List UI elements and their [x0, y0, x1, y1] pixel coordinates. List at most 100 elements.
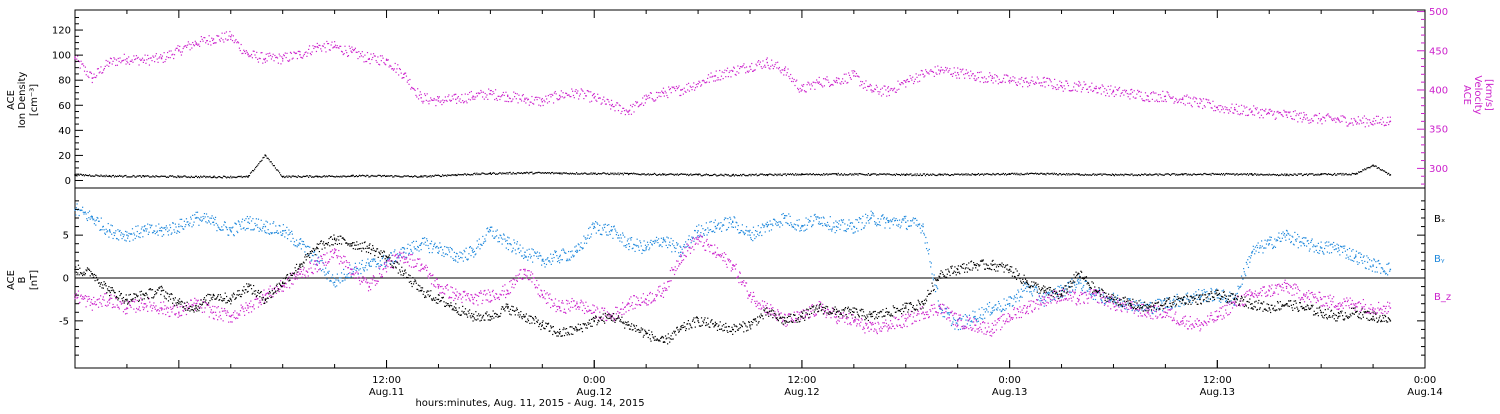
density-series-point [675, 174, 676, 175]
velocity-series-point [481, 92, 482, 93]
by-series-point [1284, 233, 1285, 234]
density-series-point [538, 172, 539, 173]
velocity-series-point [910, 78, 911, 79]
density-series-point [1018, 173, 1019, 174]
density-series-point [1070, 174, 1071, 175]
by-series-point [832, 228, 833, 229]
density-series-point [1132, 174, 1133, 175]
velocity-series-point [1336, 119, 1337, 120]
by-series-point [1060, 297, 1061, 298]
velocity-series-point [212, 40, 213, 41]
velocity-series-point [525, 102, 526, 103]
density-series-point [1315, 174, 1316, 175]
density-series-point [313, 177, 314, 178]
by-series-point [639, 250, 640, 251]
by-series-point [1334, 245, 1335, 246]
velocity-series-point [920, 74, 921, 75]
density-series-point [256, 166, 257, 167]
density-series-point [553, 173, 554, 174]
density-series-point [1090, 174, 1091, 175]
by-series-point [302, 244, 303, 245]
velocity-series-point [1299, 113, 1300, 114]
by-series-point [622, 232, 623, 233]
by-series-point [434, 243, 435, 244]
by-series-point [123, 236, 124, 237]
by-series-point [605, 232, 606, 233]
density-series-point [622, 173, 623, 174]
density-series-point [647, 174, 648, 175]
velocity-series-point [1297, 121, 1298, 122]
density-series-point [654, 173, 655, 174]
velocity-series-point [892, 90, 893, 91]
velocity-series-point [493, 93, 494, 94]
density-series-point [309, 175, 310, 176]
density-series-point [85, 174, 86, 175]
density-series-point [1114, 175, 1115, 176]
velocity-series-point [1200, 99, 1201, 100]
velocity-series-point [87, 76, 88, 77]
velocity-series-point [1090, 89, 1091, 90]
velocity-series-point [1238, 106, 1239, 107]
velocity-series-point [1169, 96, 1170, 97]
velocity-series-point [845, 74, 846, 75]
by-series-point [184, 221, 185, 222]
by-series-point [1262, 252, 1263, 253]
density-series-point [1057, 174, 1058, 175]
density-series-point [453, 175, 454, 176]
density-series-point [1273, 174, 1274, 175]
by-series-point [449, 251, 450, 252]
density-series-point [288, 175, 289, 176]
velocity-series-point [475, 96, 476, 97]
by-series-point [520, 250, 521, 251]
by-series-point [192, 215, 193, 216]
density-series-point [286, 175, 287, 176]
density-series-point [639, 174, 640, 175]
density-series-point [849, 173, 850, 174]
by-series-point [112, 225, 113, 226]
top-panel-frame [75, 10, 1425, 188]
by-series-point [1325, 242, 1326, 243]
by-series-point [367, 269, 368, 270]
velocity-series-point [656, 92, 657, 93]
velocity-series-point [1292, 118, 1293, 119]
velocity-series-point [93, 77, 94, 78]
density-series-point [1123, 175, 1124, 176]
by-series-point [713, 222, 714, 223]
by-series-point [504, 235, 505, 236]
by-series-point [782, 224, 783, 225]
velocity-series-point [278, 63, 279, 64]
velocity-series-point [1147, 95, 1148, 96]
by-series-point [676, 242, 677, 243]
by-series-point [565, 253, 566, 254]
density-series-point [169, 175, 170, 176]
by-series-point [489, 229, 490, 230]
velocity-series-point [725, 76, 726, 77]
density-series-point [637, 173, 638, 174]
by-series-point [1059, 286, 1060, 287]
by-series-point [83, 212, 84, 213]
by-series-point [846, 231, 847, 232]
by-series-point [513, 239, 514, 240]
by-series-point [1283, 235, 1284, 236]
density-series-point [462, 174, 463, 175]
by-series-point [839, 220, 840, 221]
density-series-point [168, 177, 169, 178]
by-series-point [127, 238, 128, 239]
by-series-point [621, 237, 622, 238]
by-series-point [829, 226, 830, 227]
velocity-series-point [1101, 93, 1102, 94]
velocity-series-point [1206, 99, 1207, 100]
by-series-point [338, 280, 339, 281]
velocity-series-point [781, 72, 782, 73]
density-series-point [235, 177, 236, 178]
velocity-series-point [188, 41, 189, 42]
by-series-point [871, 215, 872, 216]
density-series-point [364, 175, 365, 176]
density-series-point [251, 171, 252, 172]
velocity-series-point [767, 62, 768, 63]
density-series-point [522, 173, 523, 174]
velocity-series-point [1321, 123, 1322, 124]
by-series-point [751, 239, 752, 240]
density-series-point [1230, 173, 1231, 174]
by-series-point [1134, 304, 1135, 305]
